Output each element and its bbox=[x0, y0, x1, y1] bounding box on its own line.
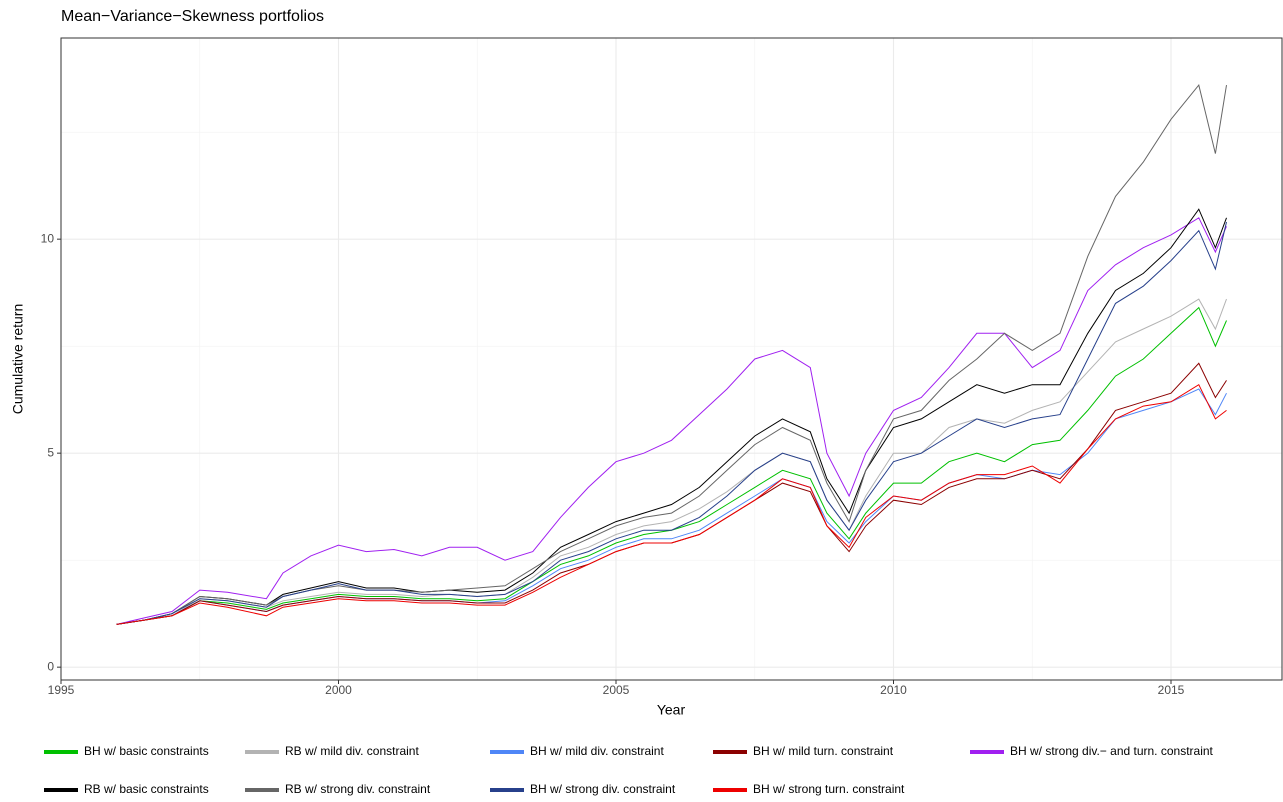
y-tick-label: 5 bbox=[47, 445, 54, 459]
chart-title: Mean−Variance−Skewness portfolios bbox=[61, 8, 324, 25]
legend-label: RB w/ mild div. constraint bbox=[285, 744, 419, 758]
series-line bbox=[116, 362, 1227, 625]
series-line bbox=[116, 306, 1227, 625]
y-tick-label: 0 bbox=[47, 659, 54, 673]
plot-border bbox=[60, 37, 1283, 681]
series-line bbox=[116, 208, 1227, 625]
legend-label: RB w/ basic constraints bbox=[84, 782, 209, 796]
y-tick-label: 10 bbox=[41, 231, 55, 245]
series-line bbox=[116, 383, 1227, 625]
series-line bbox=[116, 84, 1227, 625]
legend-label: RB w/ strong div. constraint bbox=[285, 782, 431, 796]
y-axis-title: Cumulative return bbox=[10, 304, 26, 415]
x-tick-label: 2005 bbox=[603, 683, 630, 697]
series-line bbox=[116, 388, 1227, 625]
series-line bbox=[116, 217, 1227, 625]
x-tick-label: 1995 bbox=[48, 683, 75, 697]
x-tick-label: 2010 bbox=[880, 683, 907, 697]
series-line bbox=[116, 221, 1227, 625]
legend-label: BH w/ strong div.− and turn. constraint bbox=[1010, 744, 1214, 758]
legend-label: BH w/ strong div. constraint bbox=[530, 782, 676, 796]
series-line bbox=[116, 298, 1227, 625]
x-axis-title: Year bbox=[657, 702, 686, 718]
legend-label: BH w/ mild div. constraint bbox=[530, 744, 664, 758]
legend-label: BH w/ strong turn. constraint bbox=[753, 782, 905, 796]
x-tick-label: 2015 bbox=[1158, 683, 1185, 697]
legend-label: BH w/ basic constraints bbox=[84, 744, 209, 758]
legend-label: BH w/ mild turn. constraint bbox=[753, 744, 894, 758]
x-tick-label: 2000 bbox=[325, 683, 352, 697]
